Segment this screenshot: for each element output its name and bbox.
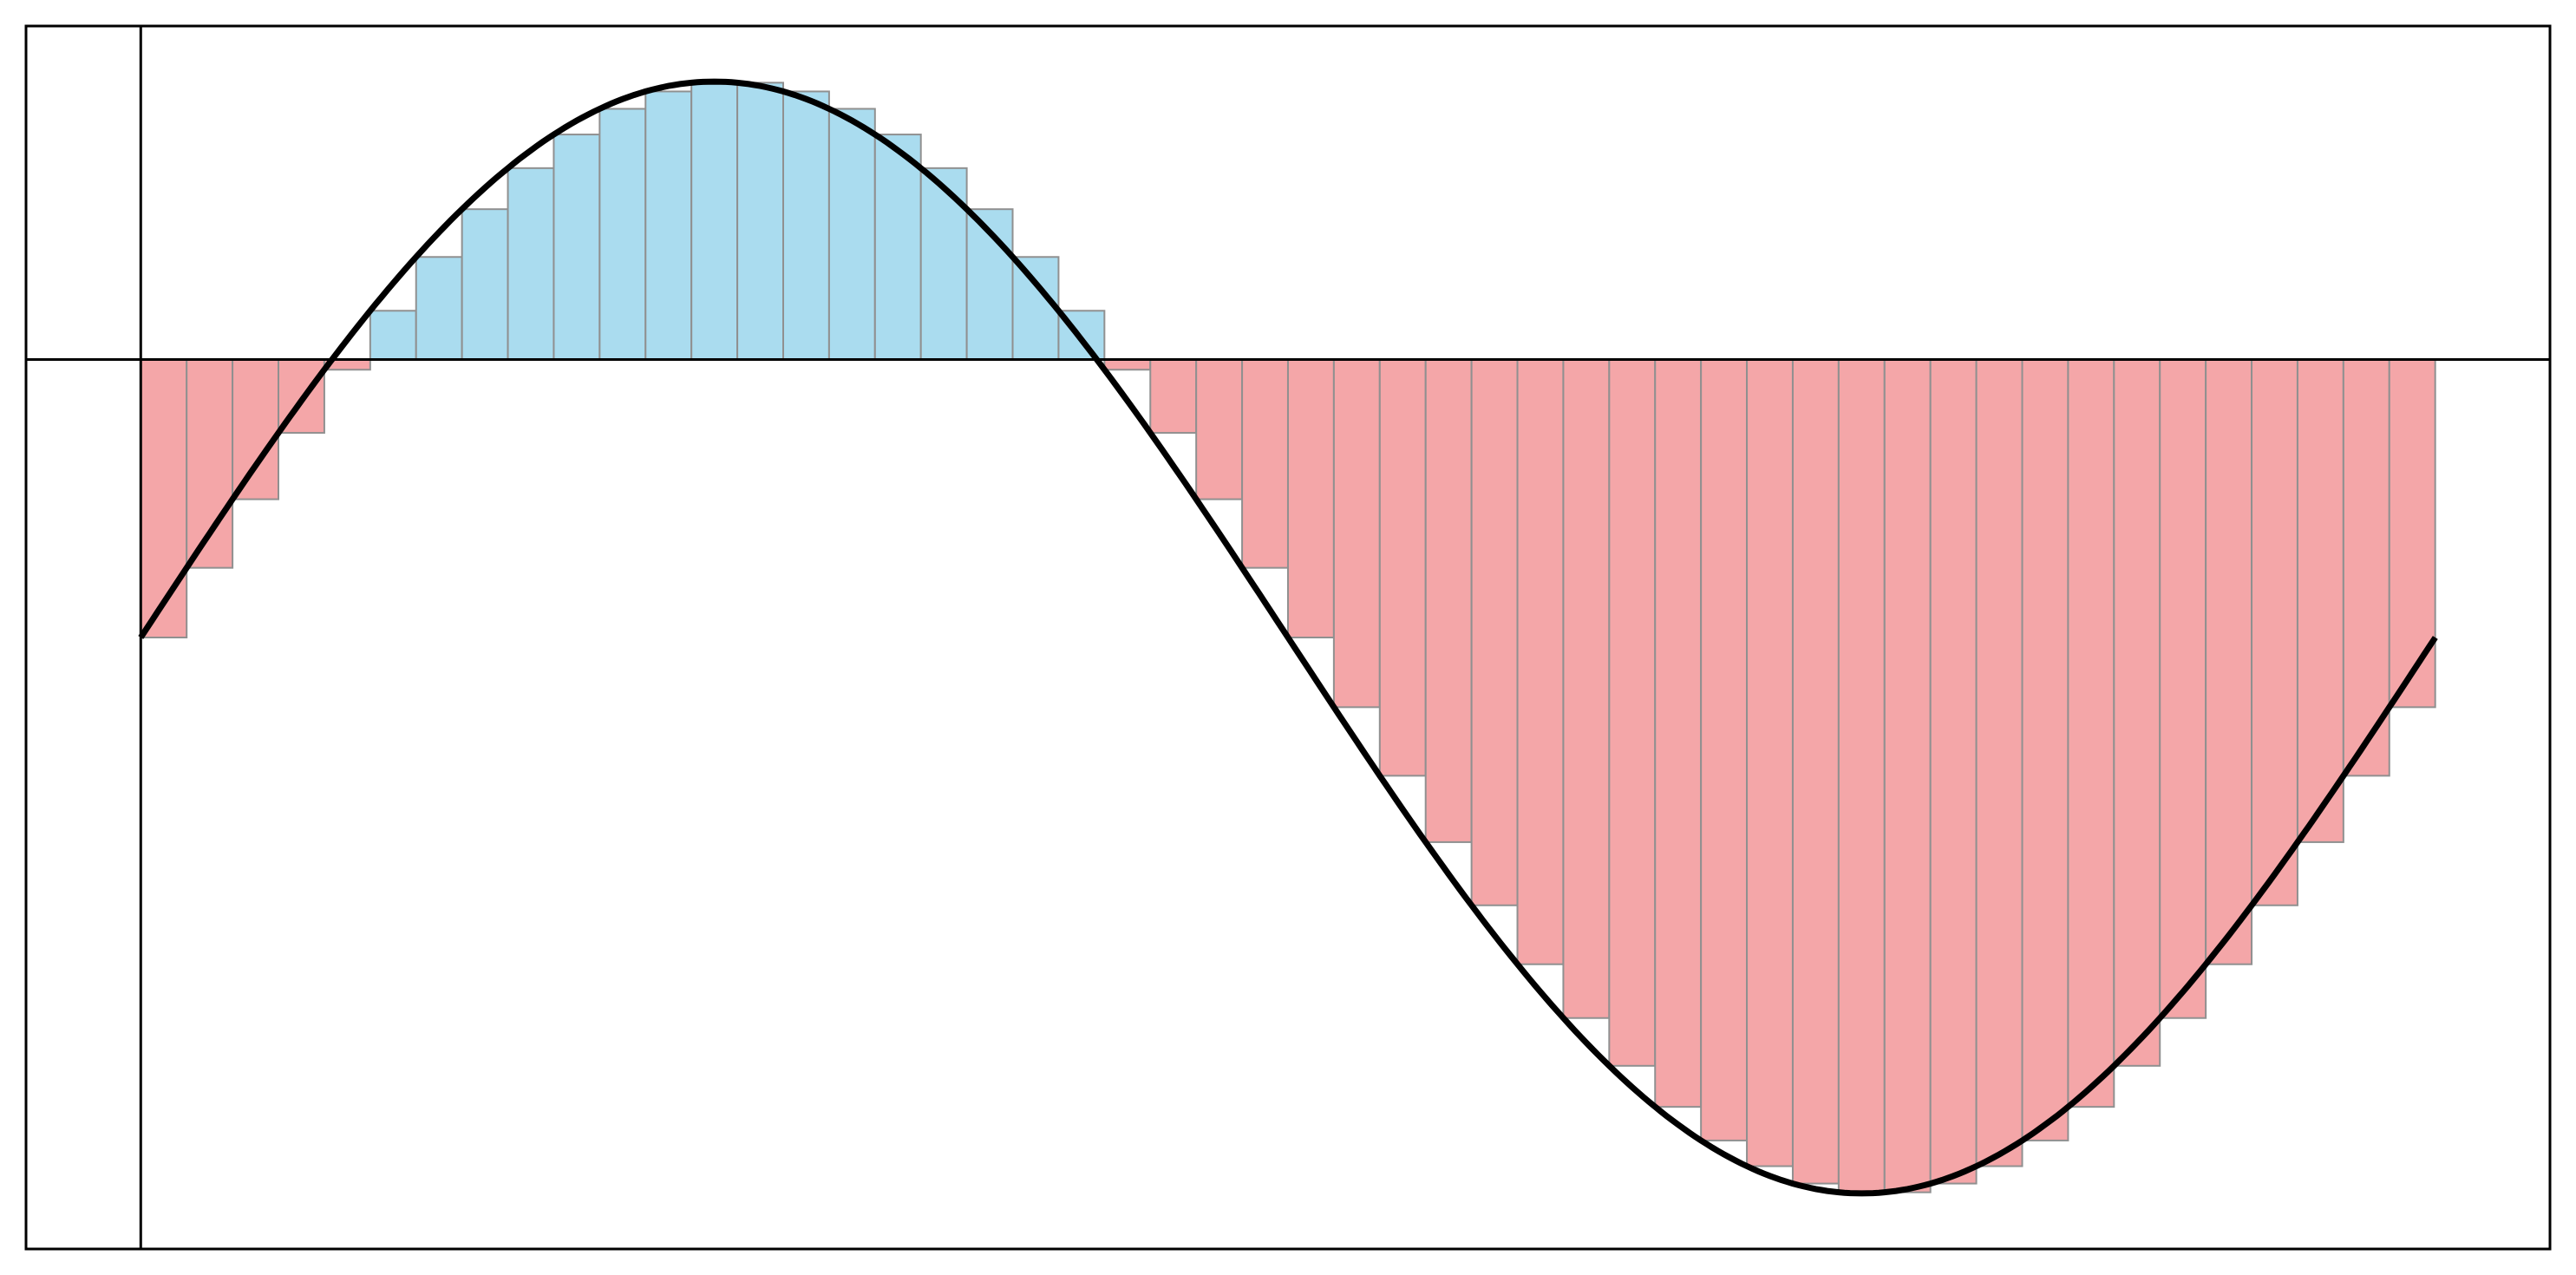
riemann-bar: [736, 82, 784, 361]
riemann-bar: [1975, 358, 2024, 1167]
riemann-bar: [461, 208, 509, 361]
riemann-bar: [873, 134, 922, 361]
riemann-bar: [1332, 358, 1381, 709]
riemann-bar: [2342, 358, 2390, 777]
riemann-bar: [2296, 358, 2344, 843]
riemann-bar: [2021, 358, 2069, 1141]
riemann-bar: [690, 82, 739, 361]
riemann-bar: [2205, 358, 2253, 965]
riemann-bar: [1424, 358, 1473, 843]
riemann-bar: [1149, 358, 1198, 435]
riemann-bar: [369, 310, 417, 361]
riemann-bar: [598, 108, 647, 361]
riemann-bar: [827, 108, 876, 361]
riemann-bar: [1791, 358, 1840, 1185]
function-curve: [138, 78, 2438, 1197]
riemann-bar: [2251, 358, 2298, 906]
bars-group: [140, 82, 2436, 1193]
riemann-bar: [1562, 358, 1611, 1019]
riemann-bar: [1241, 358, 1289, 569]
riemann-bar: [1195, 358, 1244, 500]
riemann-bar: [2388, 358, 2436, 709]
riemann-bar: [1011, 256, 1060, 361]
riemann-bar: [140, 358, 188, 638]
riemann-bar: [1608, 358, 1657, 1067]
riemann-bar: [1746, 358, 1794, 1167]
riemann-bar: [1103, 358, 1152, 371]
riemann-bar: [1883, 358, 1932, 1193]
riemann-bar: [644, 90, 693, 361]
riemann-bar: [1286, 358, 1335, 638]
riemann-bar: [1654, 358, 1703, 1108]
riemann-bar: [2113, 358, 2161, 1067]
riemann-bar: [1470, 358, 1519, 906]
riemann-bar: [1837, 358, 1886, 1193]
riemann-bar: [1929, 358, 1978, 1185]
riemann-bar: [1378, 358, 1427, 777]
riemann-bar: [919, 167, 968, 361]
riemann-bar: [1516, 358, 1565, 965]
riemann-bar: [415, 256, 463, 361]
riemann-bar: [507, 167, 555, 361]
plot-frame: [24, 24, 2552, 1251]
riemann-bar: [2067, 358, 2115, 1108]
riemann-bar: [781, 90, 830, 361]
riemann-bar: [2159, 358, 2207, 1019]
riemann-bar: [1700, 358, 1749, 1141]
riemann-bar: [232, 358, 280, 500]
riemann-bar: [552, 134, 601, 361]
